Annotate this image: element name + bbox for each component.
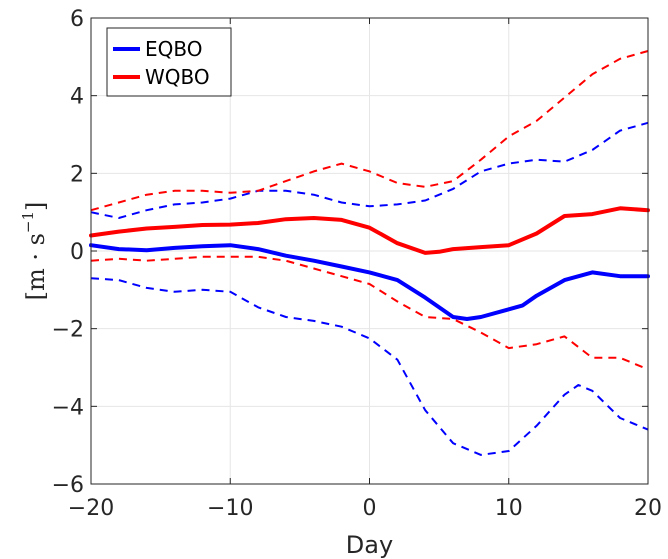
eqbo-lower-bound-line — [90, 277, 649, 456]
legend-box — [106, 27, 232, 97]
x-tick-label: 10 — [495, 496, 523, 521]
y-tick-label: 6 — [70, 7, 84, 32]
eqbo-mean-line — [89, 243, 650, 321]
y-tick-label: 4 — [70, 85, 84, 110]
wqbo-lower-bound-line — [90, 255, 649, 371]
legend-label-wqbo: WQBO — [145, 65, 210, 89]
x-tick-label: −20 — [68, 496, 114, 521]
wqbo-mean-line — [89, 206, 650, 255]
y-axis-label-close: ] — [22, 202, 50, 211]
legend: EQBO WQBO — [106, 27, 232, 97]
y-axis-label: [m · s−1] — [19, 202, 50, 301]
y-tick-label: 0 — [70, 240, 84, 265]
eqbo-upper-bound-line — [90, 121, 649, 219]
y-tick-label: −4 — [52, 395, 84, 420]
ticks — [90, 17, 649, 485]
x-tick-label: 20 — [634, 496, 662, 521]
y-tick-label: 2 — [70, 162, 84, 187]
y-tick-label: −2 — [52, 318, 84, 343]
legend-label-eqbo: EQBO — [145, 37, 203, 61]
x-tick-label: 0 — [363, 496, 377, 521]
x-tick-label: −10 — [207, 496, 253, 521]
wqbo-upper-bound-line — [90, 50, 649, 212]
svg-text:[m · s−1]: [m · s−1] — [19, 202, 50, 301]
x-axis-label: Day — [346, 531, 393, 559]
series-group — [89, 50, 650, 456]
y-axis-label-exponent: −1 — [19, 211, 37, 233]
y-axis-label-main: [m · s — [22, 233, 50, 300]
y-tick-label: −6 — [52, 473, 84, 498]
